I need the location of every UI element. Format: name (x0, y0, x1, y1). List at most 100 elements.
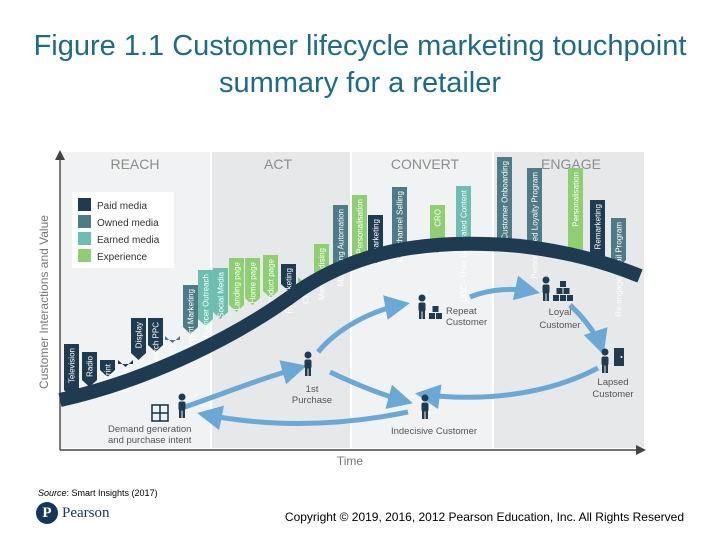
touchpoint-tag-shape (590, 200, 605, 263)
touchpoint-tag-shape (229, 258, 244, 312)
legend-label-owned: Owned media (97, 218, 159, 229)
touchpoint-tag: Influencer Outreach (198, 270, 213, 344)
touchpoint-tag-label: Landing page (233, 261, 242, 310)
arrow-back-to-demand (197, 405, 409, 431)
legend-label-earned: Earned media (97, 235, 160, 246)
persona-label-first-line1: 1st (306, 384, 319, 395)
touchpoint-tag-label: Product page (267, 258, 276, 306)
touchpoint-tag-shape (281, 264, 296, 291)
touchpoint-tag-shape (165, 336, 180, 343)
persona-label-indecisive: Indecisive Customer (391, 426, 477, 437)
touchpoint-tag: Search PPC (148, 318, 163, 366)
source-prefix: Source (38, 488, 67, 498)
person-icon (178, 393, 186, 418)
persona-label-loyal-line1: Loyal (549, 307, 572, 318)
person-icon (421, 394, 429, 419)
touchpoint-tag-shape (611, 218, 626, 267)
legend-label-paid: Paid media (97, 201, 147, 212)
touchpoint-tag: Product page (263, 255, 278, 307)
touchpoint-tag: Personalisation (352, 195, 367, 268)
touchpoint-tag-label: Customer Onboarding (501, 161, 510, 240)
touchpoint-tag: Social Media (213, 268, 228, 319)
slide-title: Figure 1.1 Customer lifecycle marketing … (33, 30, 687, 99)
touchpoint-tag-label: Home page (249, 261, 258, 303)
legend-swatch-owned (78, 215, 91, 228)
phase-label-reach: REACH (110, 156, 159, 172)
touchpoint-tag: Personalisation (568, 168, 583, 258)
legend-swatch-earned (78, 232, 91, 245)
touchpoint-tag: Content Marketing (183, 285, 198, 354)
source-note: Source: Smart Insights (2017) (38, 488, 158, 498)
touchpoint-tag-label: Content Marketing (187, 289, 196, 354)
touchpoint-tag-shape (198, 270, 213, 326)
touchpoint-tag-shape (333, 205, 348, 273)
touchpoint-tag-label: Remarketing (594, 204, 603, 249)
touchpoint-tag-shape (352, 195, 367, 268)
touchpoint-tag-shape (213, 268, 228, 319)
box-stack-icon (553, 281, 573, 301)
touchpoint-tag-label: Personalized Loyalty Program (531, 172, 540, 279)
phase-label-act: ACT (264, 156, 292, 172)
door-icon (614, 348, 624, 366)
person-icon (304, 351, 312, 376)
persona-label-loyal-line2: Customer (539, 320, 580, 331)
touchpoint-tag: Print (100, 360, 115, 380)
touchpoint-tag-shape (263, 255, 278, 298)
arrow-indecisive (328, 369, 413, 409)
persona-label-lapsed-line2: Customer (592, 389, 633, 400)
person-icon (418, 294, 426, 319)
box-stack-icon (429, 306, 442, 319)
touchpoint-tag-shape (131, 318, 146, 360)
arrow-first-purchase (184, 360, 307, 410)
touchpoint-tag-shape (456, 186, 471, 250)
persona-label-repeat-line1: Repeat (446, 306, 477, 317)
lifecycle-curve (58, 236, 643, 407)
touchpoint-tag: Personalized Loyalty Program (527, 168, 542, 279)
arrow-lapse (568, 303, 608, 355)
touchpoint-tag-label: Television (68, 348, 77, 383)
pearson-logo-word: Pearson (62, 504, 110, 521)
legend: Paid media Owned media Earned media Expe… (72, 192, 174, 268)
touchpoint-tag: Display (131, 318, 146, 360)
touchpoint-tag-label: Multichannel Selling (396, 191, 405, 262)
persona-label-repeat-line2: Customer (446, 317, 487, 328)
touchpoint-tag: Radio (82, 352, 97, 387)
touchpoint-tag: Customer Onboarding (497, 157, 512, 249)
touchpoint-tag-label: CRO (434, 209, 443, 227)
touchpoint-tag: Multichannel Selling (392, 187, 407, 262)
phase-label-engage: ENGAGE (541, 156, 601, 172)
persona-label-first-line2: Purchase (292, 395, 332, 406)
phase-label-convert: CONVERT (391, 156, 460, 172)
legend-swatch-experience (78, 249, 91, 262)
touchpoint-tag-label: Personalisation (356, 199, 365, 254)
y-axis-arrowhead (55, 150, 65, 160)
touchpoint-tag-label: Radio (86, 355, 95, 376)
touchpoint-tag-shape (183, 285, 198, 334)
pearson-logo-mark: P (36, 502, 58, 524)
touchpoint-tag-label: Remarketing (372, 219, 381, 264)
touchpoint-tag: Home page (245, 258, 260, 305)
touchpoint-tag-shape (64, 344, 79, 397)
touchpoint-tag-label: Influencer Outreach (202, 274, 211, 344)
person-icon (601, 348, 609, 373)
touchpoint-tag: Remarketing (590, 200, 605, 263)
touchpoint-tag-shape (100, 360, 115, 377)
touchpoint-tag-label: Display (135, 322, 144, 348)
touchpoint-tag-shape (245, 258, 260, 305)
persona-label-demand-line1: Demand generation (108, 424, 191, 435)
touchpoint-tag: SEO (165, 336, 180, 361)
legend-label-experience: Experience (97, 252, 147, 263)
touchpoint-tag-shape (148, 318, 163, 352)
pearson-logo: P Pearson (36, 502, 110, 524)
store-icon (151, 404, 169, 422)
copyright-notice: Copyright © 2019, 2016, 2012 Pearson Edu… (284, 510, 684, 524)
touchpoint-tag: Marketing Automation (333, 205, 348, 286)
touchpoint-tag-label: Search PPC (152, 322, 161, 366)
source-text: : Smart Insights (2017) (66, 488, 158, 498)
person-icon (542, 276, 550, 301)
touchpoint-tag-label: CRO (302, 286, 311, 304)
touchpoint-tag: Television (64, 344, 79, 397)
touchpoint-tag-shape (527, 168, 542, 250)
